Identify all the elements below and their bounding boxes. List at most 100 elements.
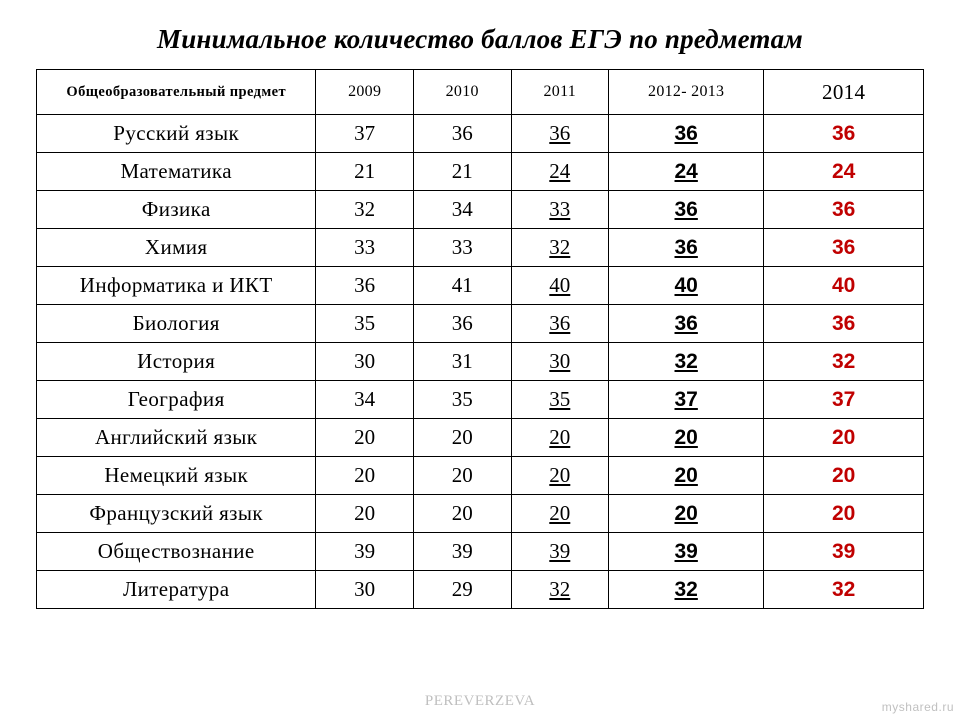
- cell-2011: 35: [511, 381, 609, 419]
- cell-2012: 36: [609, 305, 764, 343]
- cell-2009: 20: [316, 419, 414, 457]
- col-2014-header: 2014: [764, 70, 924, 115]
- cell-2012: 40: [609, 267, 764, 305]
- cell-2010: 34: [413, 191, 511, 229]
- cell-2009: 35: [316, 305, 414, 343]
- cell-2012: 32: [609, 571, 764, 609]
- table-row: Литература3029323232: [37, 571, 924, 609]
- cell-2011: 40: [511, 267, 609, 305]
- header-row: Общеобразовательный предмет 2009 2010 20…: [37, 70, 924, 115]
- cell-2010: 33: [413, 229, 511, 267]
- cell-2009: 21: [316, 153, 414, 191]
- cell-2009: 20: [316, 457, 414, 495]
- subject-cell: Русский язык: [37, 115, 316, 153]
- table-row: География3435353737: [37, 381, 924, 419]
- cell-2009: 32: [316, 191, 414, 229]
- cell-2012: 32: [609, 343, 764, 381]
- cell-2011: 33: [511, 191, 609, 229]
- cell-2009: 37: [316, 115, 414, 153]
- cell-2009: 39: [316, 533, 414, 571]
- table-row: Химия3333323636: [37, 229, 924, 267]
- subject-cell: Английский язык: [37, 419, 316, 457]
- table-row: История3031303232: [37, 343, 924, 381]
- table-row: Немецкий язык2020202020: [37, 457, 924, 495]
- cell-2009: 30: [316, 571, 414, 609]
- subject-cell: Немецкий язык: [37, 457, 316, 495]
- cell-2014: 36: [764, 191, 924, 229]
- cell-2014: 20: [764, 495, 924, 533]
- cell-2009: 34: [316, 381, 414, 419]
- cell-2014: 32: [764, 343, 924, 381]
- cell-2012: 24: [609, 153, 764, 191]
- table-row: Биология3536363636: [37, 305, 924, 343]
- table-row: Математика2121242424: [37, 153, 924, 191]
- subject-cell: История: [37, 343, 316, 381]
- subject-cell: Литература: [37, 571, 316, 609]
- cell-2010: 29: [413, 571, 511, 609]
- cell-2014: 37: [764, 381, 924, 419]
- cell-2010: 20: [413, 419, 511, 457]
- subject-cell: Обществознание: [37, 533, 316, 571]
- cell-2014: 32: [764, 571, 924, 609]
- table-row: Английский язык2020202020: [37, 419, 924, 457]
- slide: Минимальное количество баллов ЕГЭ по пре…: [0, 0, 960, 720]
- cell-2010: 36: [413, 305, 511, 343]
- cell-2014: 24: [764, 153, 924, 191]
- cell-2012: 39: [609, 533, 764, 571]
- cell-2014: 20: [764, 457, 924, 495]
- cell-2011: 24: [511, 153, 609, 191]
- col-2012-header: 2012- 2013: [609, 70, 764, 115]
- table-row: Информатика и ИКТ3641404040: [37, 267, 924, 305]
- table-row: Французский язык2020202020: [37, 495, 924, 533]
- table-row: Обществознание3939393939: [37, 533, 924, 571]
- cell-2014: 36: [764, 229, 924, 267]
- subject-cell: Химия: [37, 229, 316, 267]
- watermark: myshared.ru: [882, 700, 954, 714]
- cell-2014: 36: [764, 305, 924, 343]
- scores-table: Общеобразовательный предмет 2009 2010 20…: [36, 69, 924, 609]
- cell-2010: 21: [413, 153, 511, 191]
- cell-2009: 20: [316, 495, 414, 533]
- cell-2011: 32: [511, 229, 609, 267]
- cell-2009: 30: [316, 343, 414, 381]
- cell-2011: 36: [511, 115, 609, 153]
- col-2010-header: 2010: [413, 70, 511, 115]
- cell-2011: 36: [511, 305, 609, 343]
- cell-2011: 20: [511, 457, 609, 495]
- cell-2014: 36: [764, 115, 924, 153]
- cell-2010: 35: [413, 381, 511, 419]
- table-row: Русский язык3736363636: [37, 115, 924, 153]
- cell-2010: 20: [413, 495, 511, 533]
- cell-2012: 20: [609, 495, 764, 533]
- cell-2011: 39: [511, 533, 609, 571]
- cell-2012: 36: [609, 229, 764, 267]
- subject-cell: География: [37, 381, 316, 419]
- cell-2010: 36: [413, 115, 511, 153]
- cell-2012: 20: [609, 419, 764, 457]
- table-row: Физика3234333636: [37, 191, 924, 229]
- footer-credit: PEREVERZEVA: [0, 693, 960, 710]
- cell-2014: 39: [764, 533, 924, 571]
- cell-2012: 36: [609, 115, 764, 153]
- subject-cell: Биология: [37, 305, 316, 343]
- subject-cell: Французский язык: [37, 495, 316, 533]
- cell-2011: 20: [511, 495, 609, 533]
- subject-cell: Физика: [37, 191, 316, 229]
- col-2011-header: 2011: [511, 70, 609, 115]
- cell-2009: 36: [316, 267, 414, 305]
- cell-2014: 40: [764, 267, 924, 305]
- cell-2011: 32: [511, 571, 609, 609]
- cell-2012: 37: [609, 381, 764, 419]
- col-2009-header: 2009: [316, 70, 414, 115]
- table-body: Русский язык3736363636Математика21212424…: [37, 115, 924, 609]
- cell-2010: 20: [413, 457, 511, 495]
- cell-2010: 39: [413, 533, 511, 571]
- cell-2010: 31: [413, 343, 511, 381]
- cell-2009: 33: [316, 229, 414, 267]
- subject-cell: Информатика и ИКТ: [37, 267, 316, 305]
- subject-cell: Математика: [37, 153, 316, 191]
- cell-2011: 20: [511, 419, 609, 457]
- cell-2012: 20: [609, 457, 764, 495]
- page-title: Минимальное количество баллов ЕГЭ по пре…: [36, 24, 924, 55]
- cell-2010: 41: [413, 267, 511, 305]
